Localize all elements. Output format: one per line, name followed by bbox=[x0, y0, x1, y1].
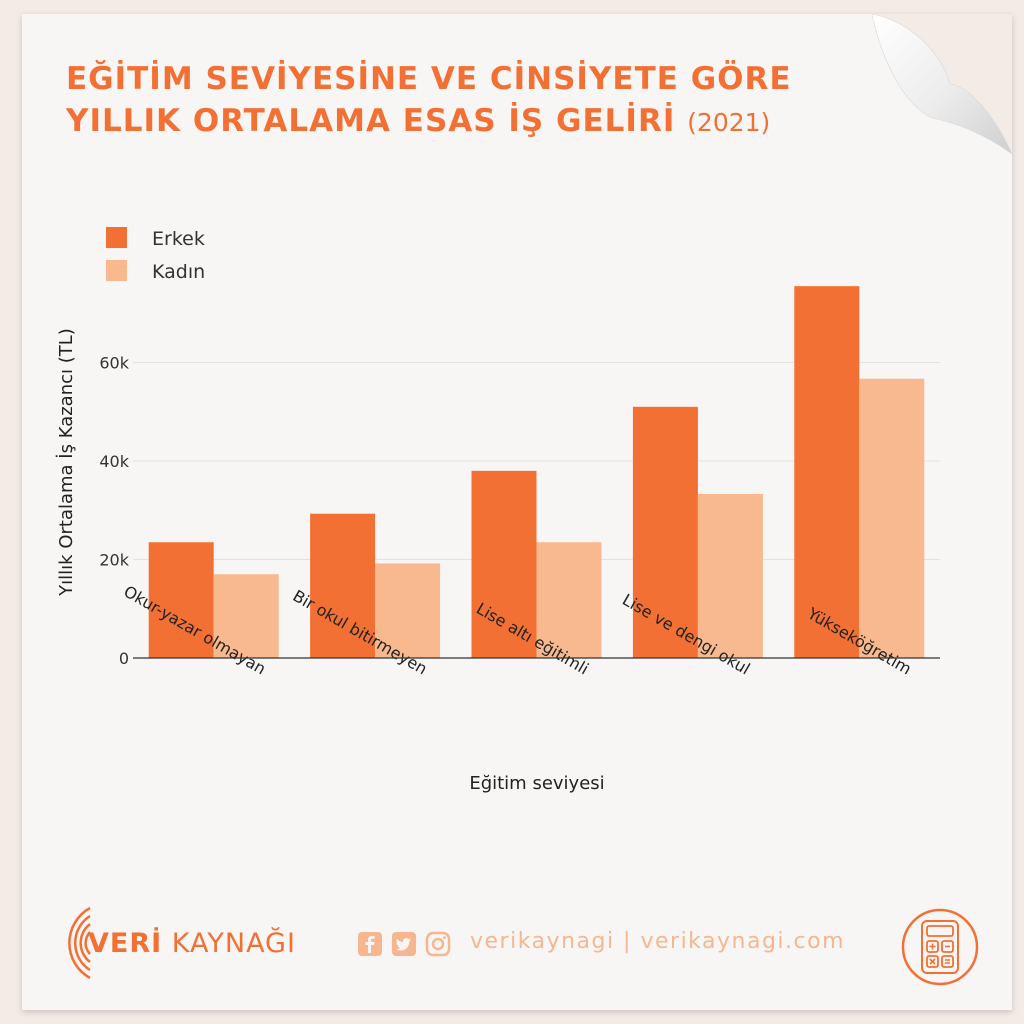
bar-erkek bbox=[310, 513, 376, 658]
legend-swatch bbox=[106, 227, 127, 248]
x-axis-label: Eğitim seviyesi bbox=[469, 773, 604, 794]
facebook-icon[interactable] bbox=[356, 930, 384, 958]
y-tick-label: 60k bbox=[99, 354, 129, 373]
legend-swatch bbox=[106, 260, 127, 281]
brand-name: VERİ KAYNAĞI bbox=[88, 928, 296, 959]
footer-website-text: verikaynagi | verikaynagi.com bbox=[470, 929, 846, 954]
legend-label: Kadın bbox=[152, 261, 205, 283]
bar-erkek bbox=[632, 406, 698, 658]
instagram-icon[interactable] bbox=[424, 930, 452, 958]
brand-suffix: KAYNAĞI bbox=[162, 928, 296, 959]
title-line-1: EĞİTİM SEVİYESİNE VE CİNSİYETE GÖRE bbox=[66, 61, 792, 97]
y-axis-label: Yıllık Ortalama İş Kazancı (TL) bbox=[56, 328, 77, 597]
bar-kadin bbox=[859, 378, 925, 658]
bar-erkek bbox=[148, 542, 214, 658]
social-icons bbox=[356, 930, 452, 958]
calculator-icon bbox=[901, 908, 979, 986]
page-curl bbox=[872, 14, 1012, 154]
bar-kadin bbox=[213, 574, 279, 658]
legend-label: Erkek bbox=[152, 228, 205, 250]
veri-kaynagi-logo-icon bbox=[68, 906, 91, 980]
bar-kadin bbox=[375, 563, 441, 658]
bar-kadin bbox=[697, 493, 763, 658]
bar-erkek bbox=[794, 286, 860, 658]
bar-erkek bbox=[471, 470, 537, 658]
title-year: (2021) bbox=[687, 108, 771, 137]
twitter-icon[interactable] bbox=[390, 930, 418, 958]
y-tick-label: 0 bbox=[119, 649, 129, 668]
y-tick-label: 40k bbox=[99, 452, 129, 471]
chart-title: EĞİTİM SEVİYESİNE VE CİNSİYETE GÖRE YILL… bbox=[66, 58, 792, 144]
y-tick-label: 20k bbox=[99, 551, 129, 570]
brand-prefix: VERİ bbox=[88, 928, 163, 959]
bar-kadin bbox=[536, 542, 602, 658]
title-line-2: YILLIK ORTALAMA ESAS İŞ GELİRİ bbox=[66, 103, 676, 139]
